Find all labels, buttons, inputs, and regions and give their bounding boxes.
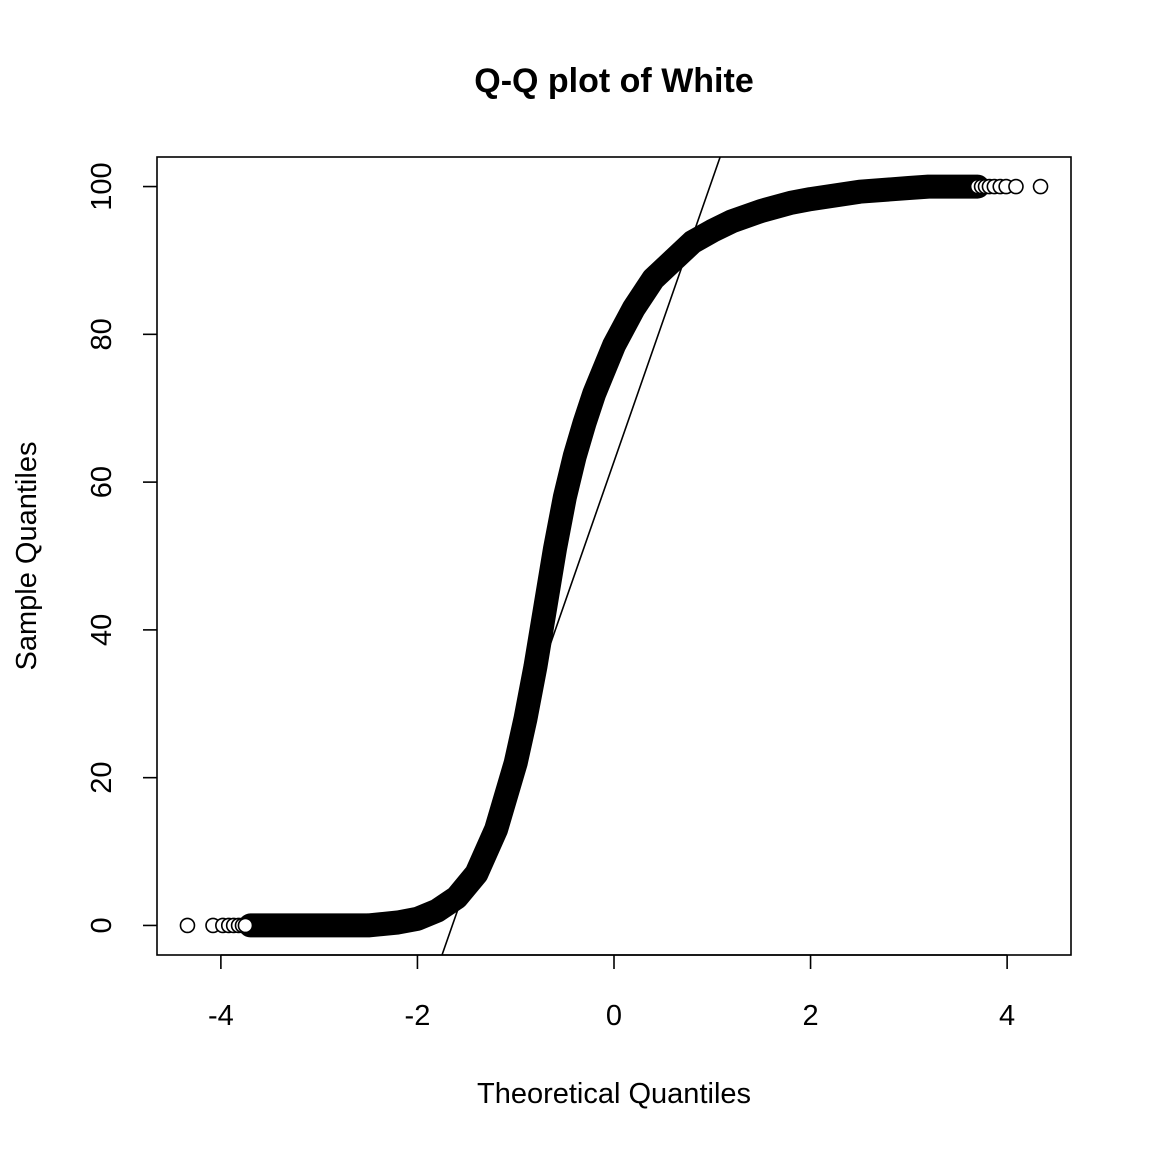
x-tick-label: -2 <box>405 1000 431 1032</box>
y-tick-label: 100 <box>86 162 118 210</box>
chart-title: Q-Q plot of White <box>474 62 754 100</box>
sample-point <box>237 917 254 934</box>
sample-point <box>179 917 196 934</box>
y-axis-title: Sample Quantiles <box>11 442 43 671</box>
x-axis-title: Theoretical Quantiles <box>477 1078 751 1110</box>
x-tick-label: 4 <box>999 1000 1015 1032</box>
y-tick-label: 20 <box>86 762 118 794</box>
y-tick-label: 60 <box>86 466 118 498</box>
x-tick-label: 0 <box>606 1000 622 1032</box>
sample-point <box>1032 178 1049 195</box>
qq-reference-line <box>441 157 721 955</box>
x-tick-label: 2 <box>802 1000 818 1032</box>
sample-point <box>1008 178 1024 195</box>
y-tick-label: 40 <box>86 614 118 646</box>
y-tick-label: 80 <box>86 318 118 350</box>
y-tick-label: 0 <box>86 917 118 933</box>
plot-frame <box>156 156 1072 956</box>
sample-points-band <box>238 174 990 938</box>
x-tick-label: -4 <box>208 1000 234 1032</box>
